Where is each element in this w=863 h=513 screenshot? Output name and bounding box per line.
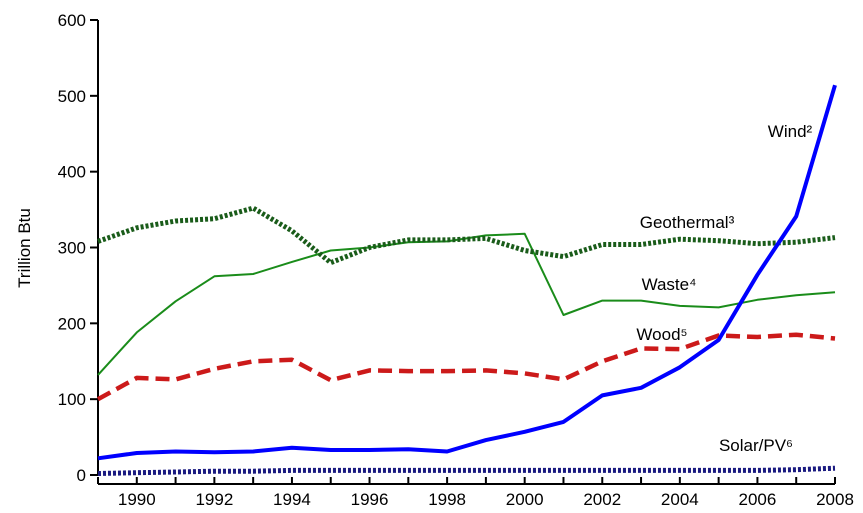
x-axis: 1990 1992 1994 1996 1998 2000 2002 2004 2006 2008	[97, 477, 854, 509]
series-lines	[96, 84, 837, 476]
y-tick-label: 400	[58, 163, 86, 182]
series-line-solarpv	[97, 465, 836, 476]
series-line-waste	[97, 232, 836, 376]
y-tick-label: 100	[58, 390, 86, 409]
series-label: Waste⁴	[642, 275, 697, 294]
x-tick-label: 1996	[351, 490, 389, 509]
x-tick-label: 1990	[118, 490, 156, 509]
series-label: Geothermal³	[640, 213, 735, 232]
y-tick-label: 500	[58, 87, 86, 106]
y-tick-label: 200	[58, 314, 86, 333]
x-tick-label: 2004	[661, 490, 699, 509]
series-label: Solar/PV⁶	[719, 436, 793, 455]
x-tick-label: 1992	[195, 490, 233, 509]
series-label: Wood⁵	[636, 325, 687, 344]
x-tick-label: 1994	[273, 490, 311, 509]
series-line-wood	[96, 332, 836, 402]
series-line-wind	[97, 84, 837, 461]
series-labels: Wind² Geothermal³ Waste⁴ Wood⁵ Solar/PV⁶	[636, 122, 812, 455]
y-tick-label: 600	[58, 11, 86, 30]
y-tick-label: 0	[77, 466, 86, 485]
y-axis-title: Trillion Btu	[15, 208, 34, 288]
x-tick-label: 2006	[739, 490, 777, 509]
y-tick-label: 300	[58, 239, 86, 258]
series-line-geothermal	[97, 205, 836, 266]
series-label: Wind²	[768, 122, 813, 141]
y-axis: 0 100 200 300 400 500 600	[58, 11, 99, 485]
x-tick-label: 1998	[428, 490, 466, 509]
x-tick-label: 2008	[816, 490, 854, 509]
x-tick-label: 2002	[583, 490, 621, 509]
x-tick-label: 2000	[506, 490, 544, 509]
